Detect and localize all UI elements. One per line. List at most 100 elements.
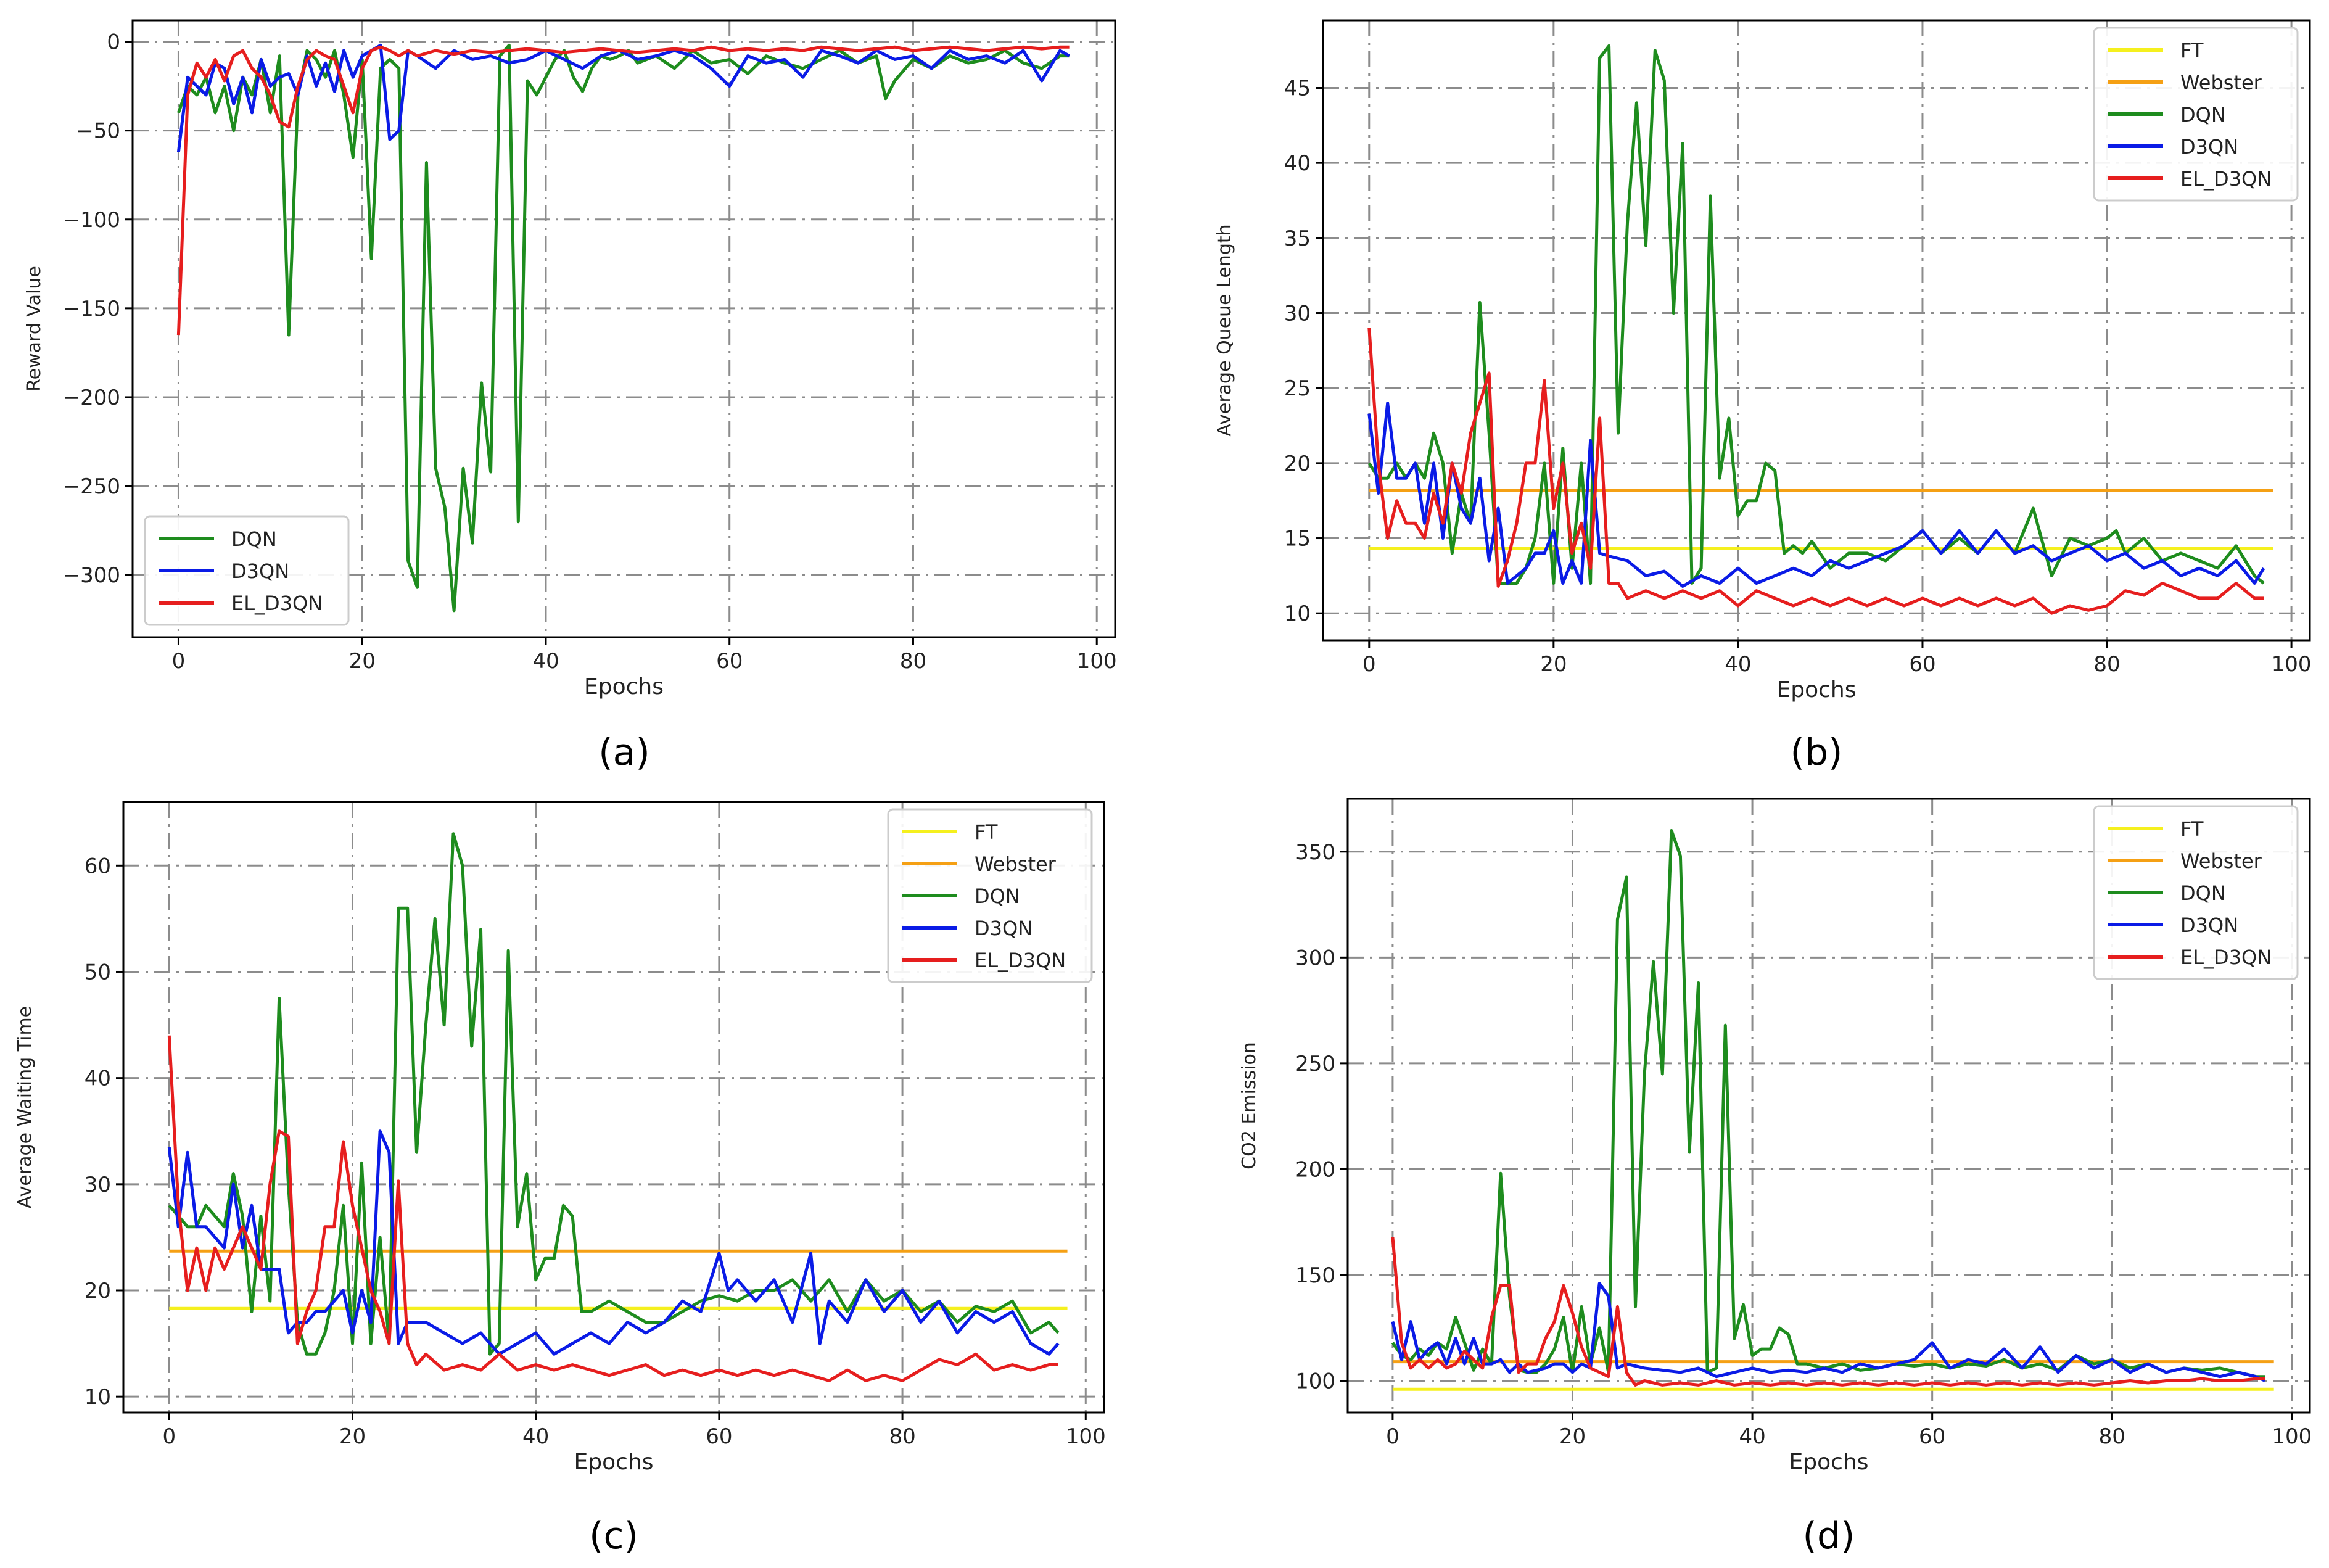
y-tick-label: 250 — [1295, 1052, 1335, 1076]
subplot-label: (c) — [589, 1514, 638, 1558]
legend-label-webster: Webster — [2180, 71, 2262, 94]
series-dqn-line — [177, 43, 1070, 613]
chart-panel-c: 0 20 40 60 80 100 10 20 30 40 50 60 Epochs Average Wa… — [14, 801, 1106, 1558]
x-axis-label: Epochs — [1789, 1450, 1869, 1475]
x-tick-label: 0 — [1362, 652, 1376, 677]
legend-label-webster: Webster — [2180, 849, 2262, 873]
x-tick-label: 100 — [1077, 649, 1117, 674]
legend-label-d3qn: D3QN — [231, 559, 289, 583]
series-d3qn-line — [167, 1129, 1060, 1356]
series-el-d3qn-line — [167, 1035, 1058, 1382]
y-axis-label: Reward Value — [23, 266, 45, 392]
legend-label-ft: FT — [2180, 39, 2204, 62]
legend-label-d3qn: D3QN — [975, 917, 1033, 940]
legend: FT Webster DQN D3QN EL_D3QN — [2093, 805, 2299, 980]
x-axis-label: Epochs — [574, 1450, 654, 1475]
x-axis-label: Epochs — [584, 674, 664, 699]
y-tick-label: 200 — [1295, 1157, 1335, 1182]
x-tick-label: 80 — [900, 649, 926, 674]
series-d3qn-line — [176, 43, 1070, 152]
x-tick-label: 40 — [522, 1424, 549, 1449]
y-tick-label: −200 — [63, 386, 120, 410]
y-tick-label: 20 — [85, 1279, 111, 1303]
y-tick-label: 350 — [1295, 840, 1335, 865]
legend-label-webster: Webster — [975, 852, 1057, 876]
x-tick-label: 0 — [1386, 1424, 1399, 1449]
y-tick-label: 60 — [85, 854, 111, 878]
y-tick-label: 30 — [85, 1173, 111, 1197]
y-axis-label: Average Waiting Time — [14, 1006, 36, 1208]
series-dqn-line — [1367, 44, 2265, 585]
x-tick-label: 0 — [172, 649, 186, 674]
series-d3qn-line — [1391, 1282, 2266, 1382]
x-tick-label: 40 — [532, 649, 559, 674]
series-el-d3qn-line — [1391, 1236, 2265, 1387]
x-tick-label: 20 — [339, 1424, 366, 1449]
y-tick-label: 0 — [107, 30, 120, 55]
y-tick-label: 40 — [1284, 151, 1311, 176]
y-tick-label: 10 — [85, 1385, 111, 1409]
x-tick-label: 60 — [716, 649, 743, 674]
x-axis-label: Epochs — [1777, 677, 1857, 703]
x-tick-label: 40 — [1739, 1424, 1765, 1449]
series-el-d3qn-line — [1367, 328, 2264, 615]
y-tick-label: 100 — [1295, 1369, 1335, 1394]
x-tick-label: 100 — [2272, 652, 2312, 677]
x-tick-label: 100 — [2272, 1424, 2312, 1449]
legend-box — [144, 515, 350, 626]
legend-label-el-d3qn: EL_D3QN — [975, 949, 1066, 972]
legend-box — [2093, 27, 2299, 202]
x-tick-label: 80 — [2099, 1424, 2125, 1449]
subplot-label: (b) — [1791, 731, 1843, 774]
x-tick-label: 20 — [349, 649, 376, 674]
x-tick-label: 20 — [1559, 1424, 1586, 1449]
y-tick-label: −150 — [63, 297, 120, 321]
legend-box — [2093, 805, 2299, 980]
legend-box — [887, 808, 1093, 983]
y-tick-label: 15 — [1284, 527, 1311, 551]
x-tick-label: 0 — [162, 1424, 176, 1449]
series-dqn-line — [168, 832, 1060, 1356]
legend-label-el-d3qn: EL_D3QN — [231, 592, 323, 615]
y-tick-label: −100 — [63, 208, 120, 233]
legend-label-d3qn: D3QN — [2180, 135, 2238, 159]
y-tick-label: 20 — [1284, 452, 1311, 476]
x-tick-label: 80 — [2093, 652, 2120, 677]
legend-label-dqn: DQN — [2180, 881, 2226, 905]
legend-label-el-d3qn: EL_D3QN — [2180, 946, 2272, 969]
y-tick-label: 150 — [1295, 1263, 1335, 1288]
y-tick-label: 45 — [1284, 76, 1311, 101]
subplot-label: (d) — [1803, 1514, 1855, 1558]
subplot-label: (a) — [598, 731, 650, 774]
legend: DQN D3QN EL_D3QN — [144, 515, 350, 626]
y-tick-label: 300 — [1295, 946, 1335, 970]
y-tick-label: −300 — [63, 563, 120, 588]
legend-label-dqn: DQN — [2180, 103, 2226, 126]
plot-frame — [131, 19, 1116, 638]
chart-panel-a: 0 20 40 60 80 100 0 −50 −100 −150 −200 −250 −300 Epoc… — [23, 19, 1117, 774]
legend-label-d3qn: D3QN — [2180, 914, 2238, 937]
y-tick-label: 10 — [1284, 601, 1311, 626]
legend-label-dqn: DQN — [231, 527, 277, 551]
plot-frame — [1322, 19, 2311, 642]
y-tick-label: 30 — [1284, 302, 1311, 326]
legend: FT Webster DQN D3QN EL_D3QN — [2093, 27, 2299, 202]
y-tick-label: 40 — [85, 1067, 111, 1091]
x-tick-label: 60 — [1919, 1424, 1945, 1449]
chart-panel-b: 0 20 40 60 80 100 10 15 20 25 30 35 40 45 Epochs Averag… — [1214, 19, 2312, 774]
y-axis-label: Average Queue Length — [1214, 224, 1235, 436]
legend-label-ft: FT — [975, 820, 998, 844]
legend-label-el-d3qn: EL_D3QN — [2180, 167, 2272, 191]
x-tick-label: 60 — [706, 1424, 732, 1449]
x-tick-label: 60 — [1909, 652, 1935, 677]
y-axis-label: CO2 Emission — [1239, 1042, 1260, 1170]
y-tick-label: −250 — [63, 474, 120, 499]
x-tick-label: 40 — [1725, 652, 1751, 677]
y-tick-label: 25 — [1284, 376, 1311, 401]
legend-label-dqn: DQN — [975, 885, 1020, 908]
x-tick-label: 80 — [889, 1424, 915, 1449]
legend-label-ft: FT — [2180, 817, 2204, 841]
plot-frame — [122, 801, 1105, 1414]
x-tick-label: 20 — [1540, 652, 1567, 677]
